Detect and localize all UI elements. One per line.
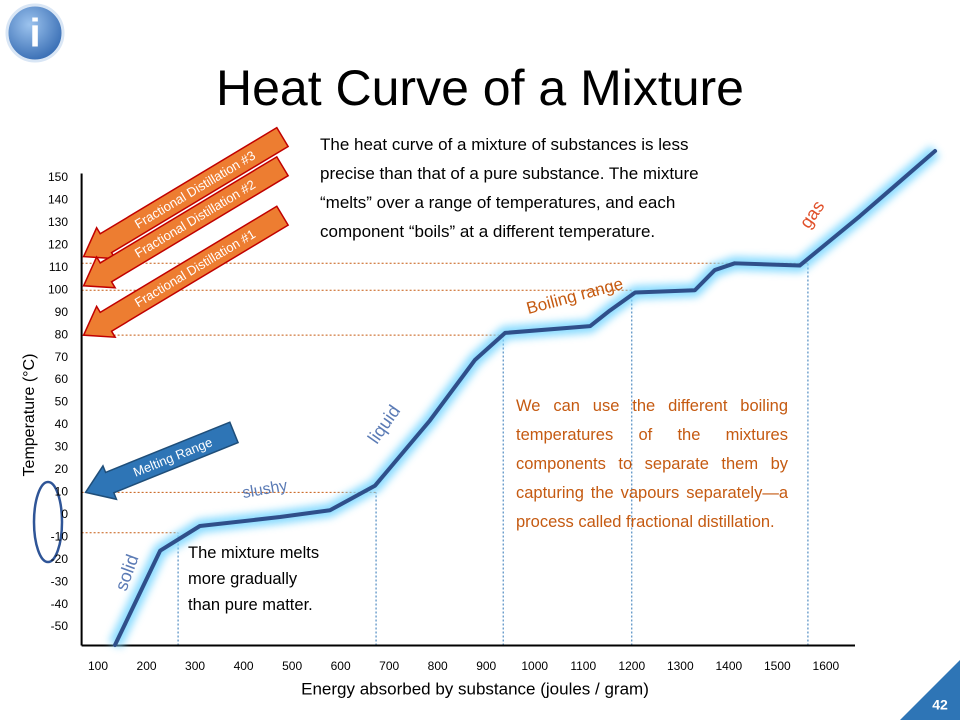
x-axis-label: Energy absorbed by substance (joules / g… [301, 679, 649, 698]
phase-label: slushy [241, 477, 289, 502]
x-tick-label: 1100 [570, 659, 596, 673]
y-tick-label: -30 [51, 574, 69, 588]
note-left: The mixture melts more gradually than pure… [188, 540, 319, 618]
arrow-shape [82, 205, 290, 339]
y-tick-label: 60 [55, 372, 69, 386]
y-tick-label: -10 [51, 529, 69, 543]
x-tick-label: 1200 [618, 659, 645, 673]
note-line: The mixture melts [188, 544, 320, 562]
x-tick-label: 1300 [667, 659, 694, 673]
x-tick-label: 1600 [813, 659, 840, 673]
note-right: We can use the different boiling tempera… [516, 397, 788, 531]
x-tick-label: 900 [476, 659, 496, 673]
y-tick-label: 80 [55, 327, 69, 341]
arrow-shape [84, 421, 240, 501]
x-tick-label: 1500 [764, 659, 791, 673]
arrow: Melting Range [84, 421, 240, 501]
y-tick-label: 150 [48, 170, 68, 184]
note-line: “melts” over a range of temperatures, an… [320, 193, 676, 212]
note-top: The heat curve of a mixture of substance… [320, 130, 699, 246]
y-tick-label: 140 [48, 193, 68, 207]
arrow-shape [82, 155, 290, 289]
arrow: Fractional Distillation #3 [82, 126, 290, 260]
y-tick-label: 90 [55, 305, 69, 319]
chart-title: Heat Curve of a Mixture [216, 60, 744, 116]
x-tick-label: 100 [88, 659, 108, 673]
y-tick-label: 120 [48, 238, 68, 252]
y-tick-label: 110 [49, 260, 68, 274]
info-icon-text: i [29, 12, 40, 56]
x-tick-label: 1000 [521, 659, 548, 673]
y-tick-label: 0 [61, 507, 68, 521]
y-tick-label: 130 [48, 215, 68, 229]
y-tick-label: 70 [55, 350, 69, 364]
phase-label: liquid [364, 401, 404, 447]
y-tick-label: 40 [55, 417, 69, 431]
y-tick-label: 30 [55, 440, 69, 454]
y-tick-label: -40 [51, 597, 69, 611]
x-tick-label: 200 [137, 659, 157, 673]
y-tick-label: 10 [55, 485, 69, 499]
note-line: more gradually [188, 570, 298, 588]
page-number: 42 [932, 697, 948, 713]
x-tick-label: 800 [428, 659, 448, 673]
highlight-ellipse [32, 480, 64, 564]
x-tick-label: 1400 [715, 659, 742, 673]
x-tick-label: 700 [379, 659, 399, 673]
y-tick-label: -50 [51, 619, 69, 633]
x-tick-label: 500 [282, 659, 302, 673]
info-icon[interactable] [5, 3, 65, 63]
note-line: The heat curve of a mixture of substance… [320, 135, 689, 154]
phase-label: gas [795, 197, 828, 232]
note-line: component “boils” at a different tempera… [320, 222, 656, 241]
y-axis-label: Temperature (°C) [21, 354, 38, 477]
curve [112, 149, 938, 648]
x-tick-label: 400 [234, 659, 254, 673]
y-tick-label: 50 [55, 395, 69, 409]
note-line: than pure matter. [188, 596, 313, 614]
y-tick-label: 20 [55, 462, 69, 476]
note-line: precise than that of a pure substance. T… [320, 164, 699, 183]
page-corner [900, 660, 960, 720]
x-tick-label: 600 [331, 659, 351, 673]
y-tick-label: -20 [51, 552, 69, 566]
y-tick-label: 100 [48, 282, 68, 296]
x-tick-label: 300 [185, 659, 205, 673]
